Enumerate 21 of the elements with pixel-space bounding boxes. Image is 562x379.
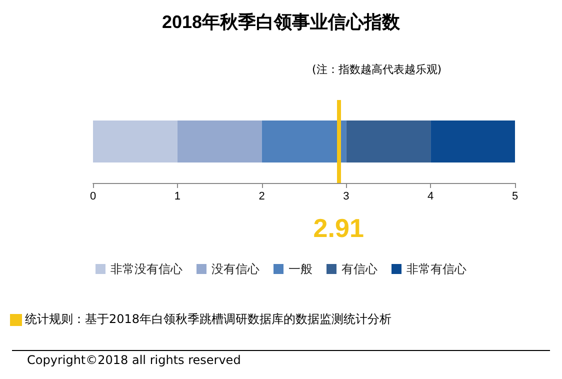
x-tick-label: 4	[428, 190, 434, 202]
legend-label: 一般	[288, 262, 312, 276]
x-tick-label: 1	[174, 190, 180, 202]
legend-label: 有信心	[342, 262, 378, 276]
legend-label: 非常有信心	[406, 262, 466, 276]
bar	[346, 120, 431, 162]
text: (注：指数越高代表越乐观)	[312, 62, 442, 77]
x-tick-label: 2	[258, 190, 265, 202]
x-tick-label: 0	[90, 190, 96, 202]
bar	[177, 120, 262, 162]
legend-label: 没有信心	[212, 262, 260, 276]
text: 统计规则：基于2018年白领秋季跳槽调研数据库的数据监测统计分析	[25, 311, 392, 328]
bar	[430, 120, 515, 162]
bar	[93, 120, 178, 162]
bar	[262, 120, 346, 162]
text: Copyright©2018 all rights reserved	[27, 353, 241, 367]
chart-title: 2018年秋季白领事业信心指数	[162, 12, 402, 32]
x-tick-label: 3	[343, 190, 350, 202]
ref-line-label: 2.91	[313, 213, 364, 243]
legend-label: 非常没有信心	[110, 262, 182, 276]
x-tick-label: 5	[512, 190, 518, 202]
